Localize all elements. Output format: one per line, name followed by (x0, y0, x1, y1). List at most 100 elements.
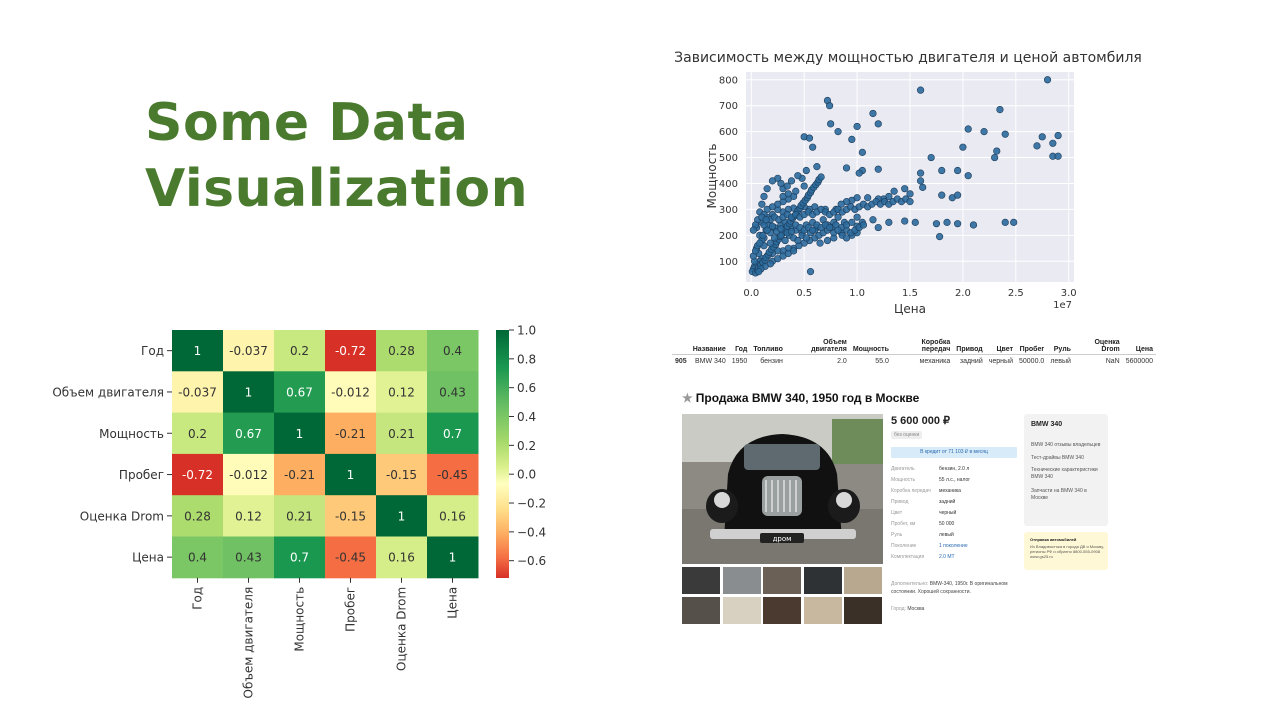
model-info-link[interactable]: Технические характеристики BMW 340 (1031, 467, 1098, 480)
spec-key: Двигатель (891, 466, 915, 472)
spec-value: 50 000 (939, 521, 955, 527)
photo-thumbnail[interactable] (844, 567, 882, 594)
spec-value[interactable]: 2.0 MT (939, 554, 955, 560)
scatter-point (959, 143, 967, 151)
photo-thumbnail[interactable] (844, 597, 882, 624)
listing-screenshot: Название Год Топливо Объем двигателя Мощност… (672, 330, 1160, 630)
heatmap-cell-label: 0.16 (439, 509, 466, 523)
scatter-point (927, 153, 935, 162)
scatter-ylabel: Мощность (705, 144, 719, 209)
photo-thumbnail[interactable] (763, 597, 801, 624)
table-header-cell: Год (728, 338, 751, 355)
model-info-link[interactable]: Тест-драйвы BMW 340 (1031, 455, 1084, 461)
scatter-point (827, 120, 835, 128)
heatmap-row-label: Пробег (119, 468, 164, 482)
photo-thumbnail[interactable] (803, 597, 842, 624)
photo-thumbnail[interactable] (722, 597, 761, 624)
model-info-link[interactable]: BMW 340 отзывы владельцев (1031, 442, 1101, 448)
heatmap-cell-label: -0.037 (229, 344, 268, 358)
scatter-x-tick-label: 2.0 (955, 288, 971, 299)
heatmap-cell-label: -0.21 (335, 427, 366, 441)
heatmap-cell (172, 412, 224, 455)
heatmap-cell (172, 330, 224, 372)
spec-key: Комплектация (891, 554, 925, 560)
dataframe-table: Название Год Топливо Объем двигателя Мощност… (672, 338, 1156, 368)
photo-thumbnail[interactable] (763, 567, 801, 594)
heatmap-col-label: Цена (446, 587, 460, 619)
heatmap-cell-label: 0.67 (235, 427, 262, 441)
heatmap-cell-label: -0.037 (178, 385, 217, 399)
spec-key: Привод (891, 499, 909, 505)
heatmap-cell-label: -0.012 (229, 468, 268, 482)
heatmap-cell (376, 330, 428, 372)
heatmap-cell-label: 0.43 (439, 385, 466, 399)
colorbar-tick-label: 0.2 (517, 439, 536, 453)
spec-value: 55 л.с., налог (939, 477, 971, 483)
photo-thumbnail[interactable] (682, 567, 720, 594)
heatmap-cell (274, 371, 326, 414)
scatter-point (964, 125, 972, 133)
heatmap-cell-label: -0.15 (386, 468, 417, 482)
scatter-point (816, 239, 824, 247)
heatmap-cell-label: -0.21 (284, 468, 315, 482)
colorbar-tick-label: 1.0 (517, 324, 536, 338)
heatmap-cell (427, 371, 479, 414)
scatter-point (770, 234, 779, 242)
scatter-y-tick-label: 700 (719, 101, 738, 112)
heatmap-cell (172, 453, 224, 496)
scatter-x-tick-label: 1.5 (902, 288, 918, 299)
scatter-point (842, 234, 851, 242)
heatmap-cell-label: 0.7 (443, 427, 462, 441)
scatter-point (855, 169, 863, 177)
colorbar-tick-label: −0.4 (517, 525, 546, 539)
table-header-cell: Мощность (849, 338, 892, 355)
scatter-point (864, 194, 872, 202)
heatmap-row-label: Мощность (99, 427, 164, 441)
heatmap-cell (172, 536, 224, 579)
colorbar-tick-label: 0.8 (517, 352, 536, 366)
colorbar-tick-label: −0.6 (517, 554, 546, 568)
spec-row: Двигатель бензин, 2.0 л (891, 466, 970, 477)
scatter-point (964, 172, 972, 180)
model-info-link[interactable]: Запчасти на BMW 340 в Москве (1031, 488, 1087, 501)
scatter-point (906, 198, 914, 206)
table-row: 905 BMW 340 1950 бензин 2.0 55.0 механика задни… (672, 355, 1156, 369)
scatter-point (954, 191, 962, 199)
heatmap-cell (274, 453, 326, 496)
scatter-point (848, 135, 856, 144)
heatmap-cell (325, 330, 377, 372)
scatter-chart: Зависимость между мощностью двигателя и … (674, 50, 1142, 316)
heatmap-cell-label: -0.15 (335, 509, 366, 523)
scatter-point (817, 173, 825, 181)
shipping-ad-box[interactable]: Отправка автомобилей Из Владивостока в г… (1024, 532, 1108, 570)
scatter-point (763, 185, 771, 193)
scatter-xlabel: Цена (894, 302, 926, 316)
scatter-y-tick-label: 500 (719, 153, 738, 164)
scatter-point (916, 177, 925, 185)
scatter-point (837, 200, 845, 208)
scatter-x-tick-label: 0.5 (796, 288, 812, 299)
heatmap-cell (325, 453, 377, 496)
scatter-point (755, 268, 763, 276)
scatter-x-tick-label: 3.0 (1061, 288, 1077, 299)
heatmap-cell-label: 1 (449, 551, 457, 565)
scatter-x-tick-label: 1.0 (849, 288, 865, 299)
heatmap-cell (274, 412, 326, 455)
car-photo-main[interactable]: дром (682, 414, 883, 564)
heatmap-cell-label: 0.12 (235, 509, 262, 523)
heatmap-col-label: Год (191, 587, 205, 610)
scatter-point (784, 190, 792, 198)
scatter-point (890, 187, 898, 195)
photo-thumbnail[interactable] (682, 597, 720, 624)
spec-value[interactable]: 1 поколение (939, 543, 968, 549)
heatmap-cell (427, 412, 479, 455)
spec-key: Мощность (891, 477, 916, 483)
photo-thumbnail[interactable] (722, 567, 761, 594)
favorite-star-icon[interactable]: ★ (682, 391, 693, 405)
credit-banner[interactable]: В кредит от 71 103 ₽ в месяц (891, 447, 1017, 458)
heatmap-cell-label: -0.45 (437, 468, 468, 482)
heatmap-cell (427, 536, 479, 579)
photo-thumbnail[interactable] (803, 567, 842, 594)
heatmap-cell-label: 0.21 (286, 509, 313, 523)
table-header-cell: Привод (953, 338, 986, 355)
